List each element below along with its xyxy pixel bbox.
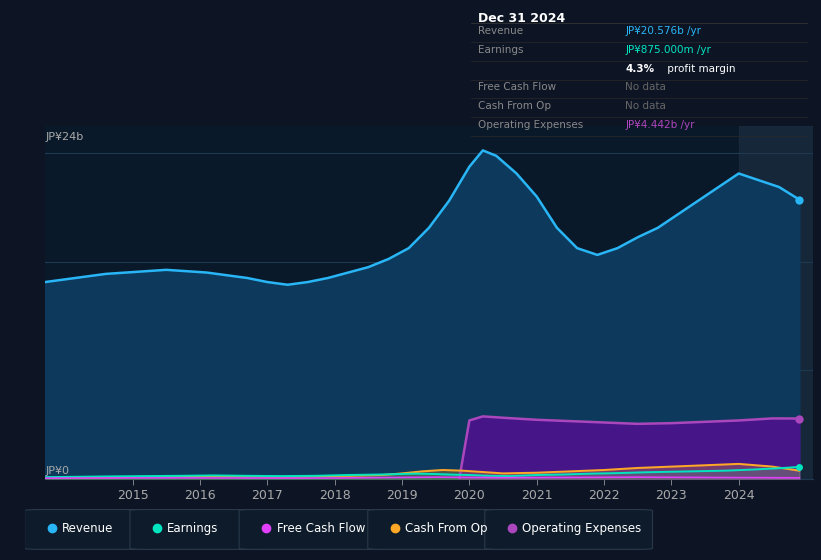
Text: Dec 31 2024: Dec 31 2024 xyxy=(478,12,565,25)
Text: Revenue: Revenue xyxy=(478,26,523,36)
Text: Cash From Op: Cash From Op xyxy=(406,522,488,535)
Text: Revenue: Revenue xyxy=(62,522,113,535)
Text: No data: No data xyxy=(625,101,666,111)
Text: Operating Expenses: Operating Expenses xyxy=(522,522,641,535)
Text: Cash From Op: Cash From Op xyxy=(478,101,551,111)
Text: JP¥24b: JP¥24b xyxy=(45,132,84,142)
Text: Free Cash Flow: Free Cash Flow xyxy=(277,522,365,535)
Text: Free Cash Flow: Free Cash Flow xyxy=(478,82,556,92)
FancyBboxPatch shape xyxy=(368,510,504,549)
Text: Earnings: Earnings xyxy=(167,522,218,535)
Text: JP¥875.000m /yr: JP¥875.000m /yr xyxy=(625,45,711,55)
FancyBboxPatch shape xyxy=(130,510,263,549)
FancyBboxPatch shape xyxy=(239,510,383,549)
Text: JP¥0: JP¥0 xyxy=(45,466,69,476)
Text: profit margin: profit margin xyxy=(663,64,735,74)
FancyBboxPatch shape xyxy=(25,510,158,549)
Text: JP¥20.576b /yr: JP¥20.576b /yr xyxy=(625,26,701,36)
Text: 4.3%: 4.3% xyxy=(625,64,654,74)
FancyBboxPatch shape xyxy=(484,510,653,549)
Text: JP¥4.442b /yr: JP¥4.442b /yr xyxy=(625,120,695,130)
Bar xyxy=(739,126,813,479)
Text: Earnings: Earnings xyxy=(478,45,524,55)
Text: Operating Expenses: Operating Expenses xyxy=(478,120,583,130)
Text: No data: No data xyxy=(625,82,666,92)
